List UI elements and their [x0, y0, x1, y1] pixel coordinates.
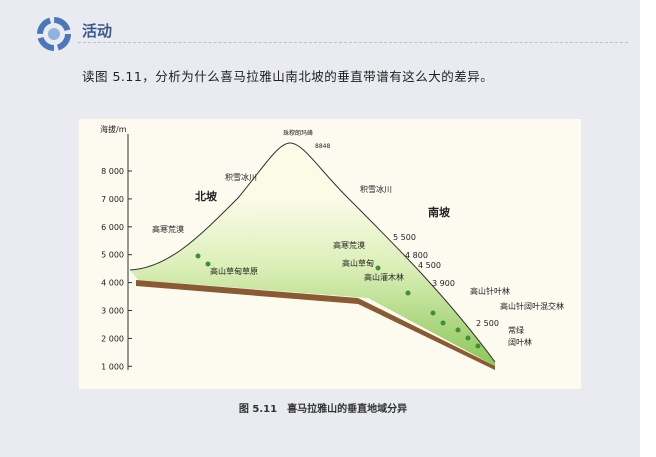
figure-label: 8848 [315, 143, 330, 150]
section-title: 活动 [82, 22, 113, 40]
tick-label: 8 000 [101, 167, 124, 176]
figure-label: 常绿 [508, 326, 524, 335]
figure-label: 南坡 [428, 205, 451, 219]
tick-label: 4 000 [101, 279, 124, 288]
figure-label: 积雪冰川 [360, 184, 392, 194]
figure-label: 高山针叶林 [470, 286, 510, 296]
tree-icon [430, 310, 436, 316]
figure-label: 3 900 [432, 279, 455, 288]
figure: 海拔/m 8 000 7 000 6 000 5 000 4 000 3 000 2 000 1… [78, 118, 582, 390]
figure-label: 北坡 [195, 189, 218, 203]
tick-label: 1 000 [101, 362, 124, 371]
figure-label: 高山针阔叶混交林 [500, 301, 564, 311]
figure-label: 积雪冰川 [225, 172, 257, 182]
tick-label: 3 000 [101, 307, 124, 316]
tree-icon [195, 253, 201, 259]
figure-label: 5 500 [393, 233, 416, 242]
tick-label: 5 000 [101, 251, 124, 260]
tree-icon [405, 290, 411, 296]
caption: 图 5.11 喜马拉雅山的垂直地域分异 [0, 400, 656, 415]
tree-icon [465, 335, 471, 341]
figure-label: 4 800 [405, 251, 428, 260]
divider [78, 42, 628, 43]
figure-label: 4 500 [418, 261, 441, 270]
figure-label: 高寒荒漠 [152, 224, 184, 234]
figure-label: 阔叶林 [508, 337, 532, 347]
figure-label: 高寒荒漠 [333, 240, 365, 250]
axis-title: 海拔/m [100, 124, 127, 134]
tree-icon [475, 343, 481, 349]
question: 读图 5.11，分析为什么喜马拉雅山南北坡的垂直带谱有这么大的差异。 [82, 69, 494, 84]
figure-label: 高山草甸 [342, 258, 374, 268]
figure-label: 2 500 [476, 319, 499, 328]
figure-label: 珠穆朗玛峰 [283, 129, 313, 137]
caption-text: 喜马拉雅山的垂直地域分异 [287, 404, 408, 415]
tree-icon [205, 261, 211, 267]
tree-icon [440, 320, 446, 326]
tick-label: 7 000 [101, 195, 124, 204]
tick-label: 2 000 [101, 334, 124, 343]
page: 活动 读图 5.11，分析为什么喜马拉雅山南北坡的垂直带谱有这么大的差异。 海拔… [0, 0, 640, 457]
caption-number: 图 5.11 [238, 404, 278, 415]
tree-icon [375, 265, 381, 271]
tree-icon [455, 327, 461, 333]
tick-label: 6 000 [101, 223, 124, 232]
figure-label: 高山灌木林 [364, 272, 404, 282]
activity-icon [37, 17, 71, 51]
figure-label: 高山草甸草原 [210, 266, 258, 276]
